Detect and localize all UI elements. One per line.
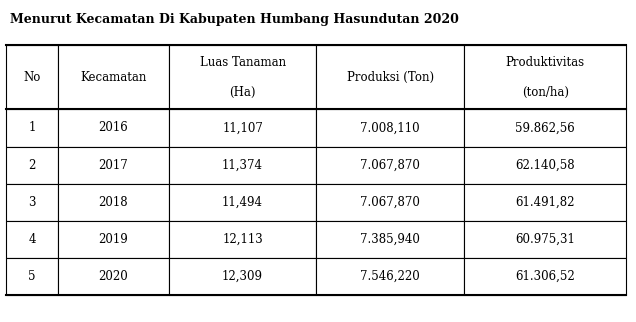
Text: 3: 3 bbox=[29, 195, 36, 209]
Text: 7.067,870: 7.067,870 bbox=[360, 158, 420, 172]
Text: Luas Tanaman

(Ha): Luas Tanaman (Ha) bbox=[200, 56, 286, 99]
Text: Produksi (Ton): Produksi (Ton) bbox=[347, 71, 434, 84]
Text: Kecamatan: Kecamatan bbox=[80, 71, 146, 84]
Text: 61.306,52: 61.306,52 bbox=[515, 270, 575, 283]
Text: 59.862,56: 59.862,56 bbox=[515, 121, 575, 135]
Text: 2019: 2019 bbox=[99, 232, 128, 246]
Text: 62.140,58: 62.140,58 bbox=[515, 158, 575, 172]
Text: 2016: 2016 bbox=[99, 121, 128, 135]
Text: 7.067,870: 7.067,870 bbox=[360, 195, 420, 209]
Text: 7.385,940: 7.385,940 bbox=[360, 232, 420, 246]
Text: 61.491,82: 61.491,82 bbox=[516, 195, 575, 209]
Text: Menurut Kecamatan Di Kabupaten Humbang Hasundutan 2020: Menurut Kecamatan Di Kabupaten Humbang H… bbox=[10, 13, 459, 26]
Text: 2: 2 bbox=[29, 158, 36, 172]
Text: 60.975,31: 60.975,31 bbox=[515, 232, 575, 246]
Text: 11,494: 11,494 bbox=[222, 195, 263, 209]
Text: No: No bbox=[24, 71, 41, 84]
Text: 2020: 2020 bbox=[99, 270, 128, 283]
Text: 2018: 2018 bbox=[99, 195, 128, 209]
Text: 5: 5 bbox=[29, 270, 36, 283]
Text: 12,309: 12,309 bbox=[222, 270, 263, 283]
Text: 11,107: 11,107 bbox=[222, 121, 263, 135]
Text: Produktivitas

(ton/ha): Produktivitas (ton/ha) bbox=[506, 56, 585, 99]
Text: 4: 4 bbox=[29, 232, 36, 246]
Text: 1: 1 bbox=[29, 121, 36, 135]
Text: 7.008,110: 7.008,110 bbox=[361, 121, 420, 135]
Text: 12,113: 12,113 bbox=[222, 232, 263, 246]
Text: 11,374: 11,374 bbox=[222, 158, 263, 172]
Text: 7.546,220: 7.546,220 bbox=[361, 270, 420, 283]
Text: 2017: 2017 bbox=[99, 158, 128, 172]
